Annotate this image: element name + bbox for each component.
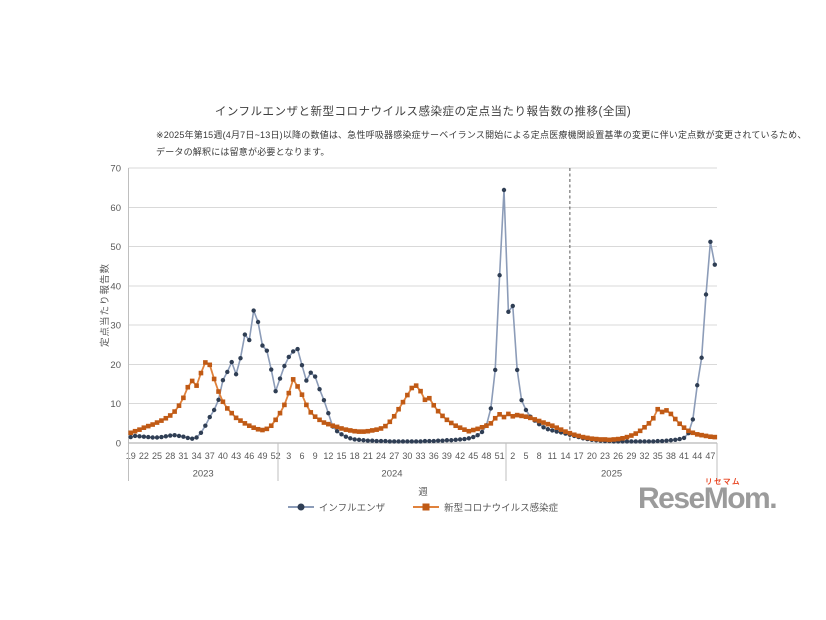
svg-text:2025: 2025 (601, 469, 622, 480)
x-axis-tick-labels: 19 22 25 28 31 34 37 40 43 46 49 52 3 6 9 12 15 18 21 24 27 3… (126, 451, 716, 461)
svg-text:10: 10 (110, 399, 121, 410)
legend-item-covid: 新型コロナウイルス感染症 (413, 500, 558, 514)
svg-text:52: 52 (271, 451, 281, 461)
svg-text:22: 22 (139, 451, 149, 461)
svg-text:2024: 2024 (381, 469, 402, 480)
svg-text:34: 34 (192, 451, 202, 461)
svg-text:41: 41 (679, 451, 689, 461)
chart-title: インフルエンザと新型コロナウイルス感染症の定点当たり報告数の推移(全国) (214, 106, 632, 118)
svg-text:24: 24 (376, 451, 386, 461)
svg-text:31: 31 (178, 451, 188, 461)
svg-text:25: 25 (152, 451, 162, 461)
svg-text:23: 23 (600, 451, 610, 461)
chart-note-line-1: ※2025年第15週(4月7日~13日)以降の数値は、急性呼吸器感染症サーベイラ… (156, 130, 807, 140)
svg-text:26: 26 (613, 451, 623, 461)
svg-text:28: 28 (165, 451, 175, 461)
svg-text:20: 20 (110, 360, 121, 371)
svg-text:12: 12 (323, 451, 333, 461)
series-covid (128, 360, 718, 443)
resemom-logo-ruby: リセマム (705, 477, 741, 486)
svg-text:18: 18 (350, 451, 360, 461)
svg-text:29: 29 (626, 451, 636, 461)
svg-text:27: 27 (389, 451, 399, 461)
svg-text:15: 15 (336, 451, 346, 461)
svg-text:49: 49 (257, 451, 267, 461)
svg-text:35: 35 (653, 451, 663, 461)
svg-text:46: 46 (244, 451, 254, 461)
influenza-line-circle-marker-icon (287, 503, 314, 511)
chart-legend: インフルエンザ 新型コロナウイルス感染症 (128, 500, 718, 514)
x-axis-year-labels: 2023 2024 2025 (193, 469, 623, 480)
x-axis-title: 週 (418, 487, 428, 498)
svg-text:37: 37 (205, 451, 215, 461)
svg-text:70: 70 (110, 164, 121, 175)
svg-text:30: 30 (110, 321, 121, 332)
legend-label-covid: 新型コロナウイルス感染症 (444, 503, 559, 514)
resemom-logo: リセマム ReseMom. (638, 476, 798, 524)
chart-note-line-2: データの解釈には留意が必要となります。 (156, 147, 330, 157)
resemom-logo-text: ReseMom. (638, 482, 778, 515)
svg-text:40: 40 (110, 281, 121, 292)
svg-text:36: 36 (429, 451, 439, 461)
series-influenza (128, 187, 718, 444)
svg-text:0: 0 (116, 439, 121, 450)
svg-text:30: 30 (402, 451, 412, 461)
covid-line-square-marker-icon (413, 503, 440, 511)
svg-text:42: 42 (455, 451, 465, 461)
svg-text:50: 50 (110, 242, 121, 253)
svg-text:33: 33 (416, 451, 426, 461)
svg-text:60: 60 (110, 203, 121, 214)
legend-label-influenza: インフルエンザ (318, 503, 386, 514)
svg-text:6: 6 (299, 451, 304, 461)
svg-text:19: 19 (126, 451, 136, 461)
svg-text:9: 9 (313, 451, 318, 461)
x-axis-group-separators (128, 443, 718, 481)
svg-text:20: 20 (587, 451, 597, 461)
svg-text:2: 2 (510, 451, 515, 461)
svg-text:32: 32 (640, 451, 650, 461)
svg-text:21: 21 (363, 451, 373, 461)
svg-text:17: 17 (574, 451, 584, 461)
svg-text:8: 8 (537, 451, 542, 461)
svg-text:38: 38 (666, 451, 676, 461)
svg-text:48: 48 (481, 451, 491, 461)
svg-text:3: 3 (286, 451, 291, 461)
svg-text:40: 40 (218, 451, 228, 461)
y-axis-title: 定点当たり報告数 (100, 262, 111, 348)
svg-text:2023: 2023 (193, 469, 214, 480)
svg-text:5: 5 (523, 451, 528, 461)
svg-text:45: 45 (468, 451, 478, 461)
gridlines (128, 167, 717, 444)
legend-item-influenza: インフルエンザ (287, 500, 386, 514)
svg-text:11: 11 (548, 451, 557, 461)
svg-text:51: 51 (495, 451, 505, 461)
svg-text:14: 14 (560, 451, 570, 461)
svg-text:44: 44 (692, 451, 702, 461)
svg-text:43: 43 (231, 451, 241, 461)
svg-text:39: 39 (442, 451, 452, 461)
y-axis-tick-labels: 0 10 20 30 40 50 60 70 (110, 164, 121, 450)
svg-text:47: 47 (705, 451, 715, 461)
